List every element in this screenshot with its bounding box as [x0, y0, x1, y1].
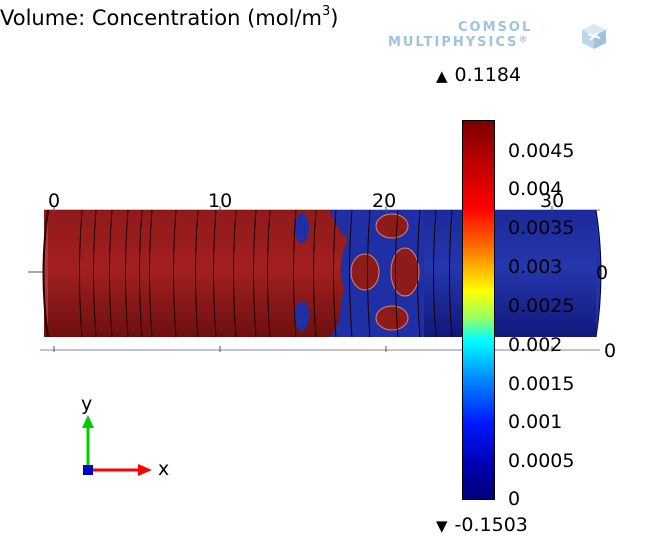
x-tick-marks: [53, 206, 553, 352]
red-blob-1: [350, 253, 380, 291]
colorbar-tick-label: 0.0045: [508, 140, 575, 162]
max-value: 0.1184: [454, 64, 522, 86]
colorbar-tick-label: 0.002: [508, 334, 563, 356]
triad-x-label: x: [158, 458, 170, 480]
min-value: -0.1503: [454, 514, 528, 536]
triangle-down-icon: ▼: [436, 517, 448, 535]
blue-blob-3: [341, 262, 349, 282]
min-marker: ▼ -0.1503: [436, 514, 528, 536]
plot-title: Volume: Concentration (mol/m3): [0, 4, 339, 30]
colorbar-tick-label: 0.0015: [508, 373, 575, 395]
axis-triad-arrows-icon: [82, 415, 152, 476]
colorbar-tick-label: 0.0035: [508, 217, 575, 239]
colorbar-tick-label: 0: [508, 488, 521, 510]
triad-y-label: y: [81, 393, 93, 415]
red-blob-2: [390, 247, 420, 297]
y-tick-label: 0: [604, 340, 617, 362]
colorbar-tick-label: 0.0005: [508, 450, 575, 472]
mesh-rings: [79, 209, 453, 338]
max-marker: ▲ 0.1184: [436, 64, 521, 86]
cylinder-right-cap: [595, 209, 602, 338]
axis-triad: y x: [70, 393, 180, 485]
logo-line1: COMSOL: [458, 20, 533, 35]
red-blob-4: [375, 305, 409, 331]
x-tick-label: 0: [48, 190, 61, 212]
colorbar-tick-label: 0.0025: [508, 295, 575, 317]
x-tick-label: 30: [540, 190, 565, 212]
logo-cube-icon: [582, 24, 606, 49]
x-tick-label: 20: [372, 190, 397, 212]
comsol-logo: COMSOL MULTIPHYSICS®: [388, 20, 613, 56]
blue-blob-2: [295, 301, 309, 331]
z-tick-label: 0: [596, 262, 609, 284]
logo-line2: MULTIPHYSICS®: [388, 35, 530, 50]
triangle-up-icon: ▲: [436, 67, 448, 85]
colorbar-tick-label: 0.001: [508, 411, 563, 433]
cylinder-left-cap: [42, 209, 49, 338]
colorbar-tick-label: 0.004: [508, 178, 563, 200]
red-blob-3: [375, 213, 409, 239]
blue-blob-1: [295, 213, 309, 243]
x-tick-label: 10: [208, 190, 233, 212]
colorbar-tick-label: 0.003: [508, 256, 563, 278]
cylinder-body-blue: [424, 210, 596, 337]
colorbar: [462, 120, 495, 500]
